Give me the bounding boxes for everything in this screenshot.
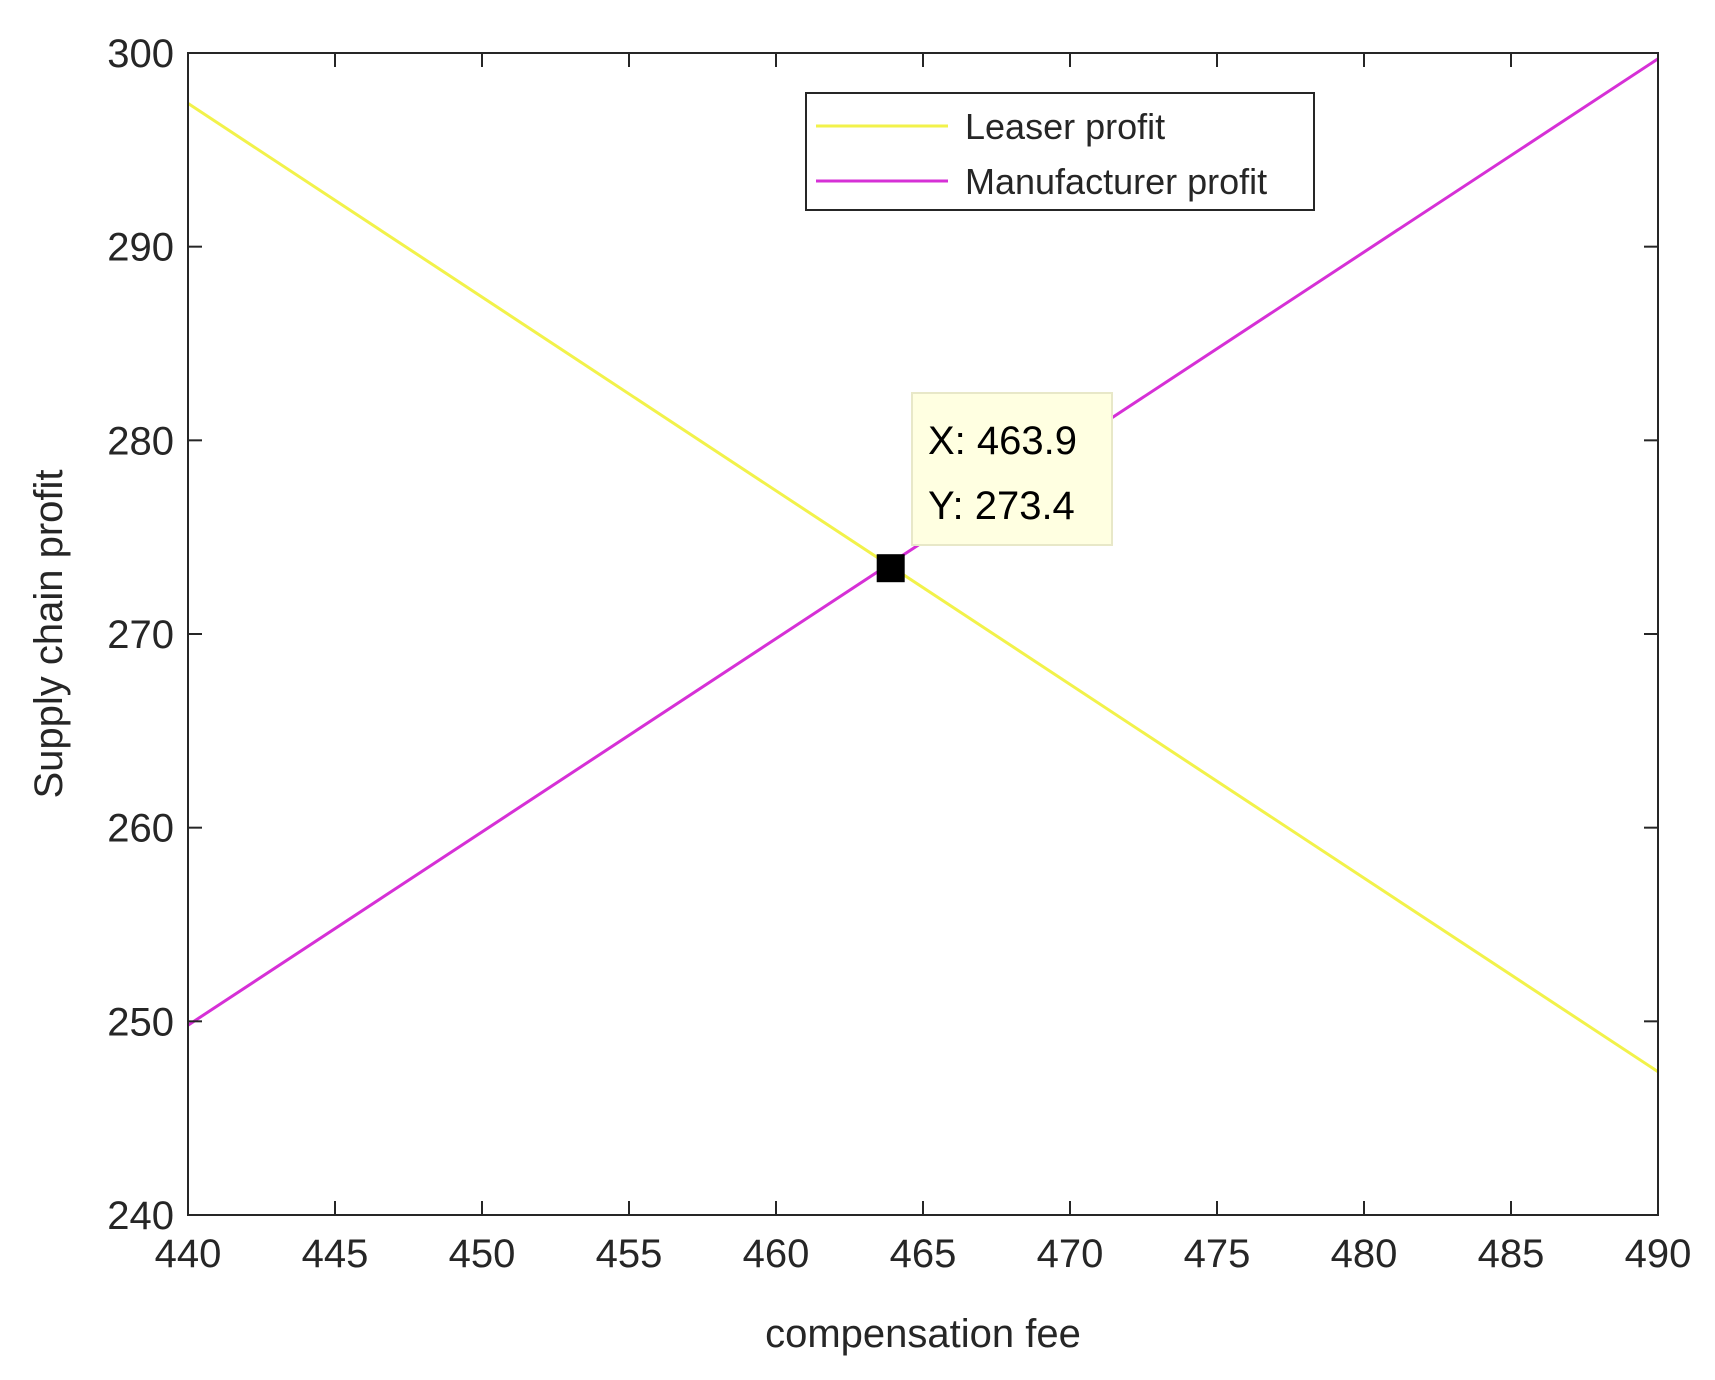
x-tick-label: 490 bbox=[1625, 1232, 1692, 1276]
series-line-0 bbox=[187, 102, 1659, 1073]
y-axis-label: Supply chain profit bbox=[27, 469, 71, 798]
x-tick-label: 480 bbox=[1331, 1232, 1398, 1276]
x-tick-label: 460 bbox=[743, 1232, 810, 1276]
legend-label-leaser: Leaser profit bbox=[965, 106, 1165, 147]
y-tick-label: 300 bbox=[107, 32, 174, 76]
legend-box bbox=[805, 92, 1315, 211]
y-tick-label: 280 bbox=[107, 419, 174, 463]
legend-label-manufacturer: Manufacturer profit bbox=[965, 161, 1267, 202]
x-tick-label: 485 bbox=[1478, 1232, 1545, 1276]
x-tick-label: 450 bbox=[449, 1232, 516, 1276]
datatip-y-text: Y: 273.4 bbox=[928, 484, 1075, 528]
plot-area bbox=[188, 53, 1658, 1215]
x-tick-label: 440 bbox=[155, 1232, 222, 1276]
datatip-x-text: X: 463.9 bbox=[928, 419, 1077, 463]
datatip-box bbox=[911, 392, 1113, 546]
y-tick-label: 270 bbox=[107, 613, 174, 657]
x-tick-label: 470 bbox=[1037, 1232, 1104, 1276]
y-tick-label: 290 bbox=[107, 226, 174, 270]
datatip[interactable]: X: 463.9 Y: 273.4 bbox=[876, 392, 1113, 583]
y-tick-label: 250 bbox=[107, 1000, 174, 1044]
legend[interactable]: Leaser profit Manufacturer profit bbox=[805, 92, 1315, 211]
y-tick-label: 240 bbox=[107, 1194, 174, 1238]
axes-box bbox=[187, 52, 1659, 1216]
labels-layer: 440 445 450 455 460 465 470 475 480 485 490 240 250 2… bbox=[107, 32, 1691, 1276]
x-axis-label: compensation fee bbox=[765, 1312, 1081, 1356]
x-tick-label: 445 bbox=[302, 1232, 369, 1276]
y-tick-label: 260 bbox=[107, 807, 174, 851]
datatip-marker[interactable] bbox=[876, 554, 905, 583]
x-tick-label: 465 bbox=[890, 1232, 957, 1276]
x-tick-label: 475 bbox=[1184, 1232, 1251, 1276]
x-tick-label: 455 bbox=[596, 1232, 663, 1276]
